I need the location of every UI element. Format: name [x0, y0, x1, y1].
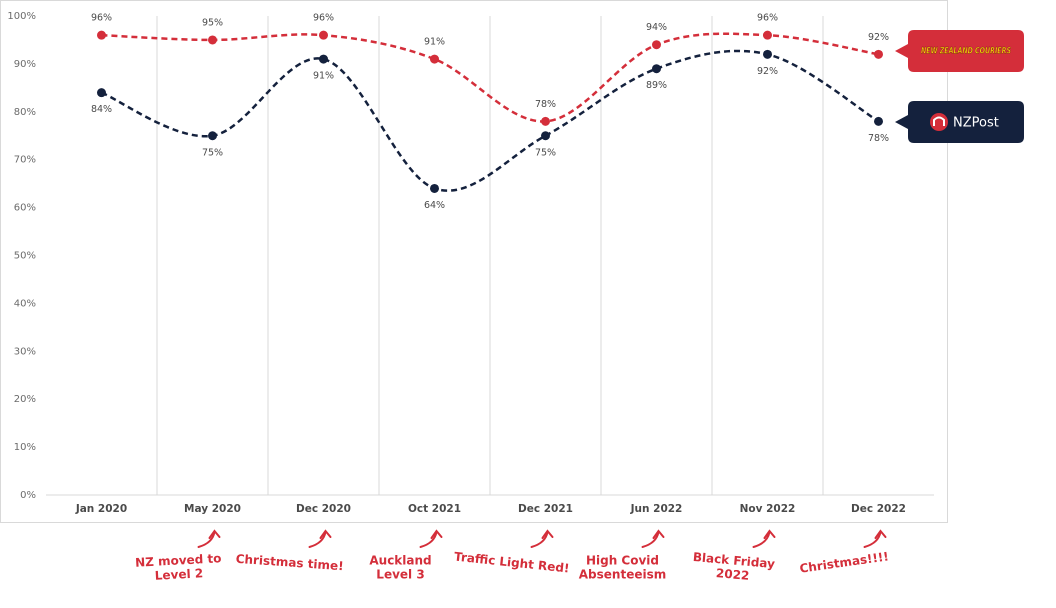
y-tick-label: 70%: [14, 155, 36, 166]
legend-logo: [930, 113, 948, 131]
annotation-text: High Covid: [586, 554, 659, 568]
data-label: 64%: [424, 200, 445, 211]
data-point: [874, 116, 883, 126]
data-point: [652, 64, 661, 74]
data-point: [319, 30, 328, 40]
data-label: 84%: [91, 104, 112, 115]
y-tick-label: 20%: [14, 394, 36, 405]
x-tick-label: Jan 2020: [75, 503, 127, 515]
data-point: [652, 40, 661, 50]
data-point: [541, 131, 550, 141]
annotation-arrow: [419, 529, 443, 548]
legend-label: NEW ZEALAND COURIERS: [921, 47, 1011, 57]
annotation-text: Absenteeism: [579, 568, 666, 582]
y-tick-label: 0%: [20, 490, 36, 501]
data-label: 96%: [91, 13, 112, 24]
annotation: Traffic Light Red!: [453, 549, 570, 575]
annotation-text: 2022: [715, 566, 749, 583]
data-point: [430, 54, 439, 64]
legend-label: NZPost: [953, 116, 999, 131]
series-line: [101, 32, 879, 123]
data-label: 75%: [202, 147, 223, 158]
data-label: 92%: [757, 66, 778, 77]
data-label: 92%: [868, 32, 889, 43]
x-tick-label: May 2020: [184, 503, 241, 515]
annotation-arrow: [530, 529, 554, 548]
annotation-arrow: [308, 529, 332, 548]
data-point: [97, 30, 106, 40]
data-label: 89%: [646, 80, 667, 91]
x-tick-label: Oct 2021: [408, 503, 461, 515]
y-tick-label: 10%: [14, 442, 36, 453]
annotation-text: Christmas!!!!: [799, 549, 890, 575]
legend-badge: [895, 30, 1024, 72]
series-line: [101, 49, 880, 192]
annotation: Christmas time!: [235, 552, 344, 574]
data-label: 75%: [535, 147, 556, 158]
annotation-text: Auckland: [369, 554, 431, 568]
data-point: [541, 116, 550, 126]
annotation-text: Christmas time!: [235, 552, 344, 574]
y-tick-label: 100%: [7, 11, 36, 22]
y-tick-label: 40%: [14, 298, 36, 309]
data-label: 96%: [313, 13, 334, 24]
annotation-arrow: [863, 529, 887, 548]
x-tick-label: Nov 2022: [740, 503, 796, 515]
chart-frame: [0, 0, 948, 523]
annotation-arrow: [197, 529, 221, 548]
data-point: [319, 54, 328, 64]
annotation-arrow: [641, 529, 665, 548]
x-tick-label: Dec 2021: [518, 503, 573, 515]
annotation-text: NZ moved to: [135, 551, 222, 570]
annotation-text: Level 2: [154, 566, 203, 583]
data-label: 95%: [202, 17, 223, 28]
data-point: [208, 35, 217, 45]
annotation-arrow: [752, 529, 776, 548]
y-tick-label: 80%: [14, 107, 36, 118]
data-point: [763, 30, 772, 40]
data-point: [763, 49, 772, 59]
data-label: 91%: [424, 37, 445, 48]
data-label: 91%: [313, 71, 334, 82]
legend-badge: [895, 101, 1024, 143]
data-label: 78%: [868, 133, 889, 144]
annotation: Christmas!!!!: [799, 549, 890, 575]
x-tick-label: Dec 2020: [296, 503, 351, 515]
data-point: [208, 131, 217, 141]
y-tick-label: 30%: [14, 346, 36, 357]
data-label: 96%: [757, 13, 778, 24]
x-tick-label: Jun 2022: [630, 503, 683, 515]
y-tick-label: 60%: [14, 203, 36, 214]
y-tick-label: 90%: [14, 59, 36, 70]
data-label: 78%: [535, 99, 556, 110]
data-label: 94%: [646, 22, 667, 33]
legend-logo-mark: [933, 116, 945, 126]
data-point: [430, 183, 439, 193]
annotation-text: Traffic Light Red!: [453, 549, 570, 575]
data-point: [97, 88, 106, 98]
y-tick-label: 50%: [14, 251, 36, 262]
x-tick-label: Dec 2022: [851, 503, 906, 515]
annotation-text: Level 3: [376, 568, 424, 582]
data-point: [874, 49, 883, 59]
